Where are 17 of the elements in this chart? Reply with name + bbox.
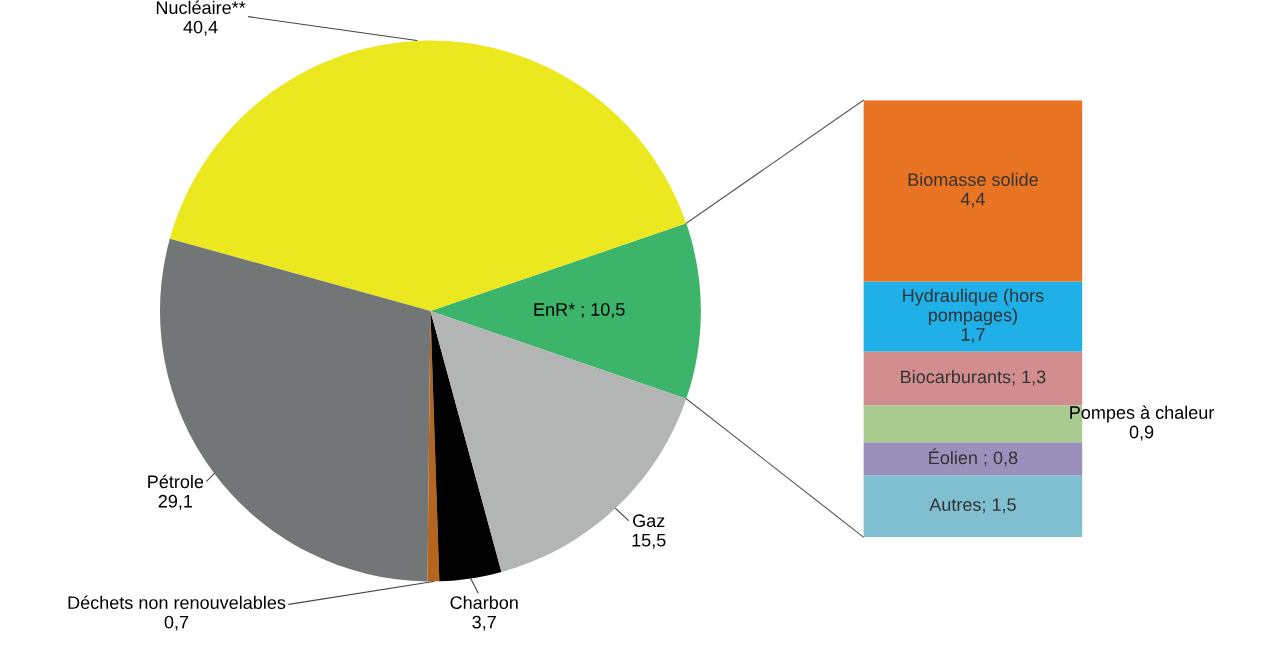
data-label: Biomasse solide 4,4: [908, 172, 1038, 208]
data-label: Éolien ; 0,8: [929, 448, 1018, 467]
bar: [863, 442, 1083, 476]
data-label: Biocarburants; 1,3: [901, 369, 1046, 386]
data-label: Déchets non renouvelables 0,7: [68, 595, 286, 631]
bar: [863, 475, 1083, 538]
data-label: Nucléaire** 40,4: [156, 0, 246, 36]
bar: [863, 351, 1083, 406]
data-label: Pétrole 29,1: [148, 474, 204, 510]
data-label: Hydraulique (hors pompages) 1,7: [903, 288, 1044, 343]
annotation: Pompes à chaleur 0,9: [1070, 405, 1215, 441]
data-label: Autres; 1,5: [929, 498, 1016, 514]
data-label: EnR* ; 10,5: [534, 303, 625, 318]
data-label: Gaz 15,5: [632, 514, 666, 549]
bar: [863, 281, 1083, 352]
data-label: Charbon 3,7: [450, 595, 518, 631]
bar: [863, 100, 1083, 282]
